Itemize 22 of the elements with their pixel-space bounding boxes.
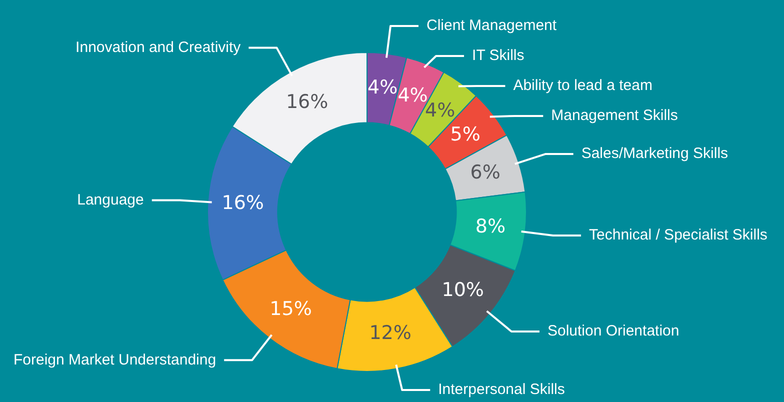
data-label: 16%	[286, 90, 328, 113]
slice-label: Technical / Specialist Skills	[589, 226, 768, 244]
slice-label: Language	[77, 191, 144, 208]
slice-label: Client Management	[426, 17, 558, 34]
slice-label: IT Skills	[472, 47, 524, 64]
slice-label: Ability to lead a team	[513, 77, 652, 94]
data-label: 15%	[270, 298, 312, 320]
slice-label: Foreign Market Understanding	[13, 351, 216, 368]
data-label: 16%	[222, 192, 264, 214]
data-label: 6%	[470, 161, 500, 184]
slice-label: Interpersonal Skills	[438, 381, 565, 398]
data-label: 4%	[398, 84, 428, 106]
data-label: 10%	[442, 279, 484, 302]
slice-label: Solution Orientation	[547, 322, 680, 340]
data-label: 4%	[425, 99, 456, 122]
data-label: 12%	[369, 322, 412, 344]
data-label: 8%	[475, 216, 506, 238]
data-label: 4%	[368, 76, 398, 99]
data-label: 5%	[450, 124, 480, 146]
slice-label: Management Skills	[551, 107, 678, 124]
slice-label: Innovation and Creativity	[76, 38, 242, 56]
slice-label: Sales/Marketing Skills	[581, 145, 728, 162]
